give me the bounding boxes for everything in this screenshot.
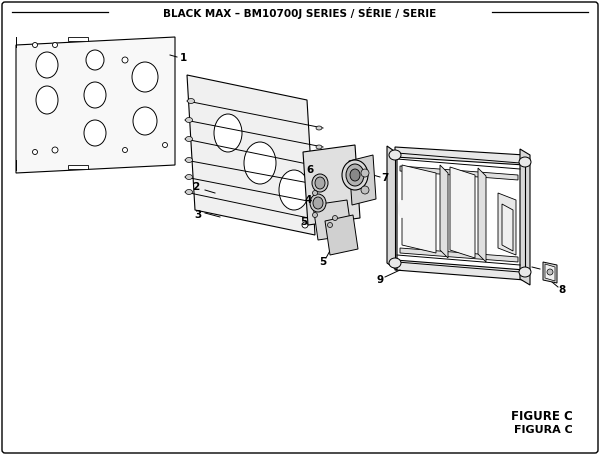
Polygon shape [400, 248, 518, 262]
Ellipse shape [185, 175, 193, 180]
Polygon shape [68, 165, 88, 169]
Ellipse shape [32, 42, 37, 47]
Polygon shape [543, 262, 557, 283]
Ellipse shape [313, 183, 319, 187]
Ellipse shape [310, 194, 326, 212]
Text: BLACK MAX – BM10700J SERIES / SÉRIE / SERIE: BLACK MAX – BM10700J SERIES / SÉRIE / SE… [163, 7, 437, 19]
Ellipse shape [122, 57, 128, 63]
Polygon shape [402, 165, 436, 253]
Polygon shape [387, 146, 397, 270]
Ellipse shape [122, 147, 128, 152]
Ellipse shape [53, 42, 58, 47]
Ellipse shape [311, 218, 317, 222]
Text: 7: 7 [382, 173, 389, 183]
Ellipse shape [361, 186, 369, 194]
Text: 5: 5 [319, 257, 326, 267]
Text: 9: 9 [376, 275, 383, 285]
Ellipse shape [86, 50, 104, 70]
Polygon shape [187, 75, 315, 235]
Ellipse shape [311, 201, 317, 205]
Ellipse shape [316, 126, 322, 130]
Polygon shape [478, 168, 486, 262]
Ellipse shape [36, 52, 58, 78]
Ellipse shape [279, 170, 309, 210]
Text: 8: 8 [559, 285, 566, 295]
Ellipse shape [185, 136, 193, 142]
Ellipse shape [185, 189, 193, 194]
Polygon shape [395, 147, 525, 165]
Text: 5: 5 [301, 217, 308, 227]
Polygon shape [313, 200, 352, 240]
Ellipse shape [328, 222, 332, 228]
Polygon shape [68, 37, 88, 41]
Ellipse shape [389, 150, 401, 160]
Ellipse shape [398, 200, 406, 218]
Ellipse shape [346, 164, 364, 186]
Ellipse shape [132, 62, 158, 92]
Polygon shape [498, 193, 516, 255]
Polygon shape [450, 167, 475, 258]
Ellipse shape [302, 222, 308, 228]
Ellipse shape [389, 258, 401, 268]
Ellipse shape [214, 114, 242, 152]
Ellipse shape [244, 142, 276, 184]
Text: 4: 4 [304, 195, 311, 205]
Ellipse shape [84, 120, 106, 146]
Text: 6: 6 [307, 165, 314, 175]
Ellipse shape [315, 165, 321, 169]
Ellipse shape [342, 160, 368, 190]
Polygon shape [349, 155, 376, 205]
Ellipse shape [332, 216, 337, 221]
Polygon shape [325, 215, 358, 255]
Polygon shape [400, 166, 518, 180]
Ellipse shape [36, 86, 58, 114]
Text: 2: 2 [193, 182, 200, 192]
Text: 1: 1 [179, 53, 187, 63]
Polygon shape [16, 37, 175, 173]
Polygon shape [395, 260, 525, 280]
Ellipse shape [163, 142, 167, 147]
Ellipse shape [519, 267, 531, 277]
Ellipse shape [84, 82, 106, 108]
Polygon shape [502, 204, 513, 251]
Ellipse shape [312, 174, 328, 192]
Ellipse shape [185, 117, 193, 122]
Polygon shape [545, 264, 555, 281]
Text: FIGURA C: FIGURA C [514, 425, 573, 435]
Polygon shape [303, 145, 360, 225]
Ellipse shape [316, 145, 322, 149]
Ellipse shape [315, 177, 325, 189]
Ellipse shape [313, 191, 317, 196]
Ellipse shape [133, 107, 157, 135]
Ellipse shape [350, 169, 360, 181]
Ellipse shape [519, 157, 531, 167]
Ellipse shape [52, 147, 58, 153]
Ellipse shape [313, 197, 323, 209]
Ellipse shape [361, 169, 369, 177]
Ellipse shape [313, 212, 317, 217]
Text: 3: 3 [194, 210, 202, 220]
Polygon shape [520, 149, 530, 285]
Text: FIGURE C: FIGURE C [511, 410, 573, 423]
Ellipse shape [547, 269, 553, 275]
Ellipse shape [187, 98, 194, 103]
Ellipse shape [32, 150, 37, 155]
Polygon shape [440, 165, 448, 258]
Ellipse shape [185, 157, 193, 162]
